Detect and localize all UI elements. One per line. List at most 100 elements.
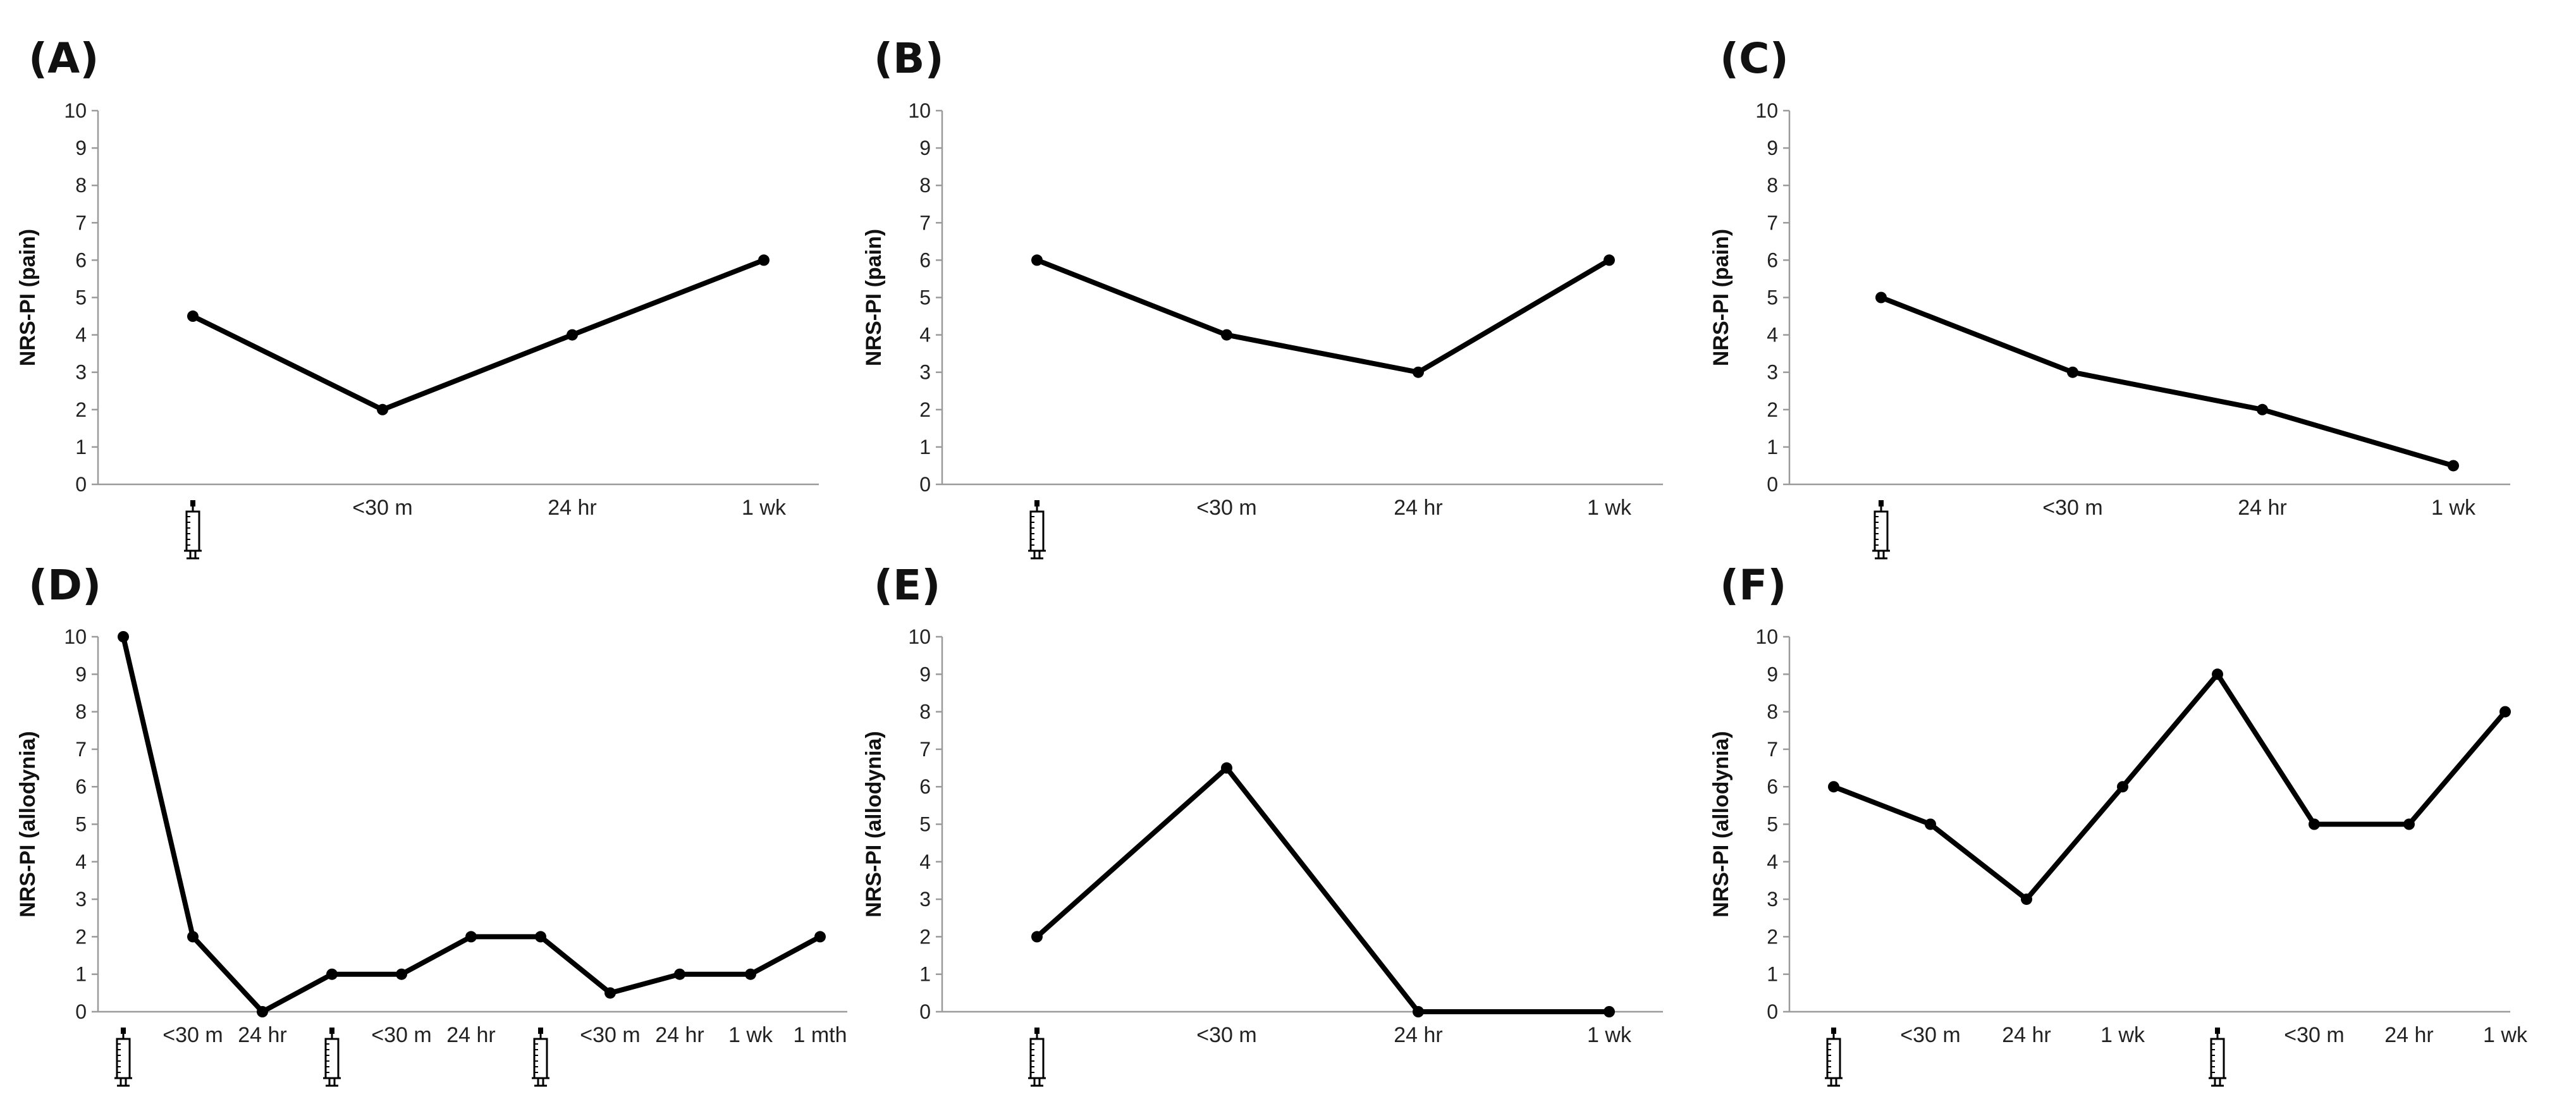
y-tick-label: 2 — [75, 925, 87, 948]
y-tick-label: 3 — [1767, 888, 1778, 911]
y-tick-label: 10 — [908, 625, 931, 648]
syringe-icon — [2209, 1028, 2226, 1087]
y-tick-label: 8 — [919, 174, 931, 197]
y-tick-label: 2 — [919, 925, 931, 948]
data-point — [118, 631, 129, 642]
y-tick-label: 10 — [1755, 625, 1778, 648]
x-tick-label: <30 m — [163, 1023, 223, 1047]
syringe-plunger-head — [190, 500, 195, 506]
x-tick-label: 1 wk — [742, 496, 787, 520]
x-tick-label: 1 wk — [728, 1023, 773, 1047]
series-line — [190, 257, 766, 412]
y-axis-title: NRS-PI (allodynia) — [862, 731, 886, 918]
y-tick-label: 4 — [919, 850, 931, 873]
y-tick-label: 4 — [75, 850, 87, 873]
y-tick-label: 6 — [1767, 775, 1778, 798]
series-line — [1034, 257, 1612, 375]
x-tick-label: <30 m — [1196, 496, 1256, 520]
x-tick-label: 24 hr — [1394, 1023, 1443, 1047]
syringe-plunger-head — [1034, 1028, 1040, 1034]
x-tick-label: 24 hr — [446, 1023, 496, 1047]
data-point — [465, 931, 477, 943]
syringe-icon — [1872, 500, 1890, 560]
y-tick-label: 10 — [908, 99, 931, 122]
data-point — [674, 968, 685, 980]
data-point — [2257, 403, 2268, 415]
y-tick-label: 7 — [75, 738, 87, 761]
syringe-plunger-head — [329, 1028, 334, 1034]
syringe-plunger-head — [1879, 500, 1884, 506]
y-axis-title: NRS-PI (allodynia) — [1709, 731, 1733, 918]
x-tick-label: 24 hr — [1394, 496, 1443, 520]
x-tick-label: 1 mth — [793, 1023, 847, 1047]
data-point — [2499, 706, 2511, 718]
data-point — [396, 968, 407, 980]
data-point — [2212, 668, 2223, 680]
y-tick-label: 8 — [75, 701, 87, 723]
syringe-icon — [532, 1028, 549, 1087]
y-tick-label: 0 — [1767, 473, 1778, 496]
y-tick-label: 0 — [75, 1000, 87, 1023]
x-tick-label: 1 wk — [2101, 1023, 2145, 1047]
syringe-icon — [184, 500, 202, 560]
y-tick-label: 8 — [919, 701, 931, 723]
y-tick-label: 10 — [64, 625, 87, 648]
data-point — [1221, 762, 1232, 774]
data-point — [2117, 781, 2128, 793]
y-tick-label: 6 — [919, 775, 931, 798]
panel-label: (A) — [28, 34, 99, 83]
y-tick-label: 2 — [919, 398, 931, 421]
y-tick-label: 10 — [1755, 99, 1778, 122]
data-point — [1221, 329, 1232, 341]
data-point — [326, 968, 338, 980]
data-point — [1925, 818, 1936, 830]
y-tick-label: 3 — [919, 888, 931, 911]
data-point — [1828, 781, 1839, 793]
y-axis-title: NRS-PI (pain) — [862, 229, 886, 366]
y-tick-label: 5 — [75, 813, 87, 836]
chart-panel-f: (F) 0 1 2 3 4 5 6 7 8 9 10 NRS-PI (allodynia) <30 m 24… — [1709, 561, 2528, 1087]
panel-label: (E) — [874, 561, 940, 610]
data-point — [2309, 818, 2320, 830]
x-tick-label: <30 m — [2284, 1023, 2344, 1047]
data-point — [1604, 1006, 1615, 1017]
panel-label: (D) — [28, 561, 101, 610]
data-point — [1875, 292, 1887, 304]
data-point — [1413, 1006, 1424, 1017]
y-tick-label: 5 — [919, 286, 931, 309]
y-tick-label: 4 — [919, 324, 931, 347]
x-tick-label: <30 m — [580, 1023, 640, 1047]
y-tick-label: 3 — [1767, 361, 1778, 384]
x-tick-label: <30 m — [1900, 1023, 1960, 1047]
data-point — [1604, 254, 1615, 266]
y-tick-label: 3 — [75, 888, 87, 911]
panel-label: (C) — [1720, 34, 1789, 83]
data-point — [758, 254, 770, 266]
data-point — [745, 968, 756, 980]
y-tick-label: 7 — [919, 211, 931, 234]
series-line — [121, 634, 823, 1014]
data-point — [604, 987, 616, 999]
y-tick-label: 6 — [75, 249, 87, 271]
y-tick-label: 1 — [919, 436, 931, 458]
y-tick-label: 0 — [919, 473, 931, 496]
y-tick-label: 1 — [75, 963, 87, 986]
y-tick-label: 8 — [1767, 174, 1778, 197]
panel-label: (F) — [1720, 561, 1786, 610]
x-tick-label: <30 m — [2042, 496, 2102, 520]
data-point — [1413, 366, 1424, 378]
y-tick-label: 7 — [75, 211, 87, 234]
y-tick-label: 1 — [919, 963, 931, 986]
y-tick-label: 7 — [919, 738, 931, 761]
y-tick-label: 6 — [1767, 249, 1778, 271]
data-point — [2403, 818, 2415, 830]
series-line — [1879, 295, 2456, 469]
y-tick-label: 5 — [1767, 813, 1778, 836]
chart-panel-e: (E) 0 1 2 3 4 5 6 7 8 9 10 NRS-PI (allodynia) <30 m 24… — [862, 561, 1663, 1087]
y-tick-label: 2 — [1767, 925, 1778, 948]
y-tick-label: 10 — [64, 99, 87, 122]
data-point — [2448, 460, 2459, 472]
x-tick-label: 24 hr — [2238, 496, 2287, 520]
y-tick-label: 3 — [75, 361, 87, 384]
